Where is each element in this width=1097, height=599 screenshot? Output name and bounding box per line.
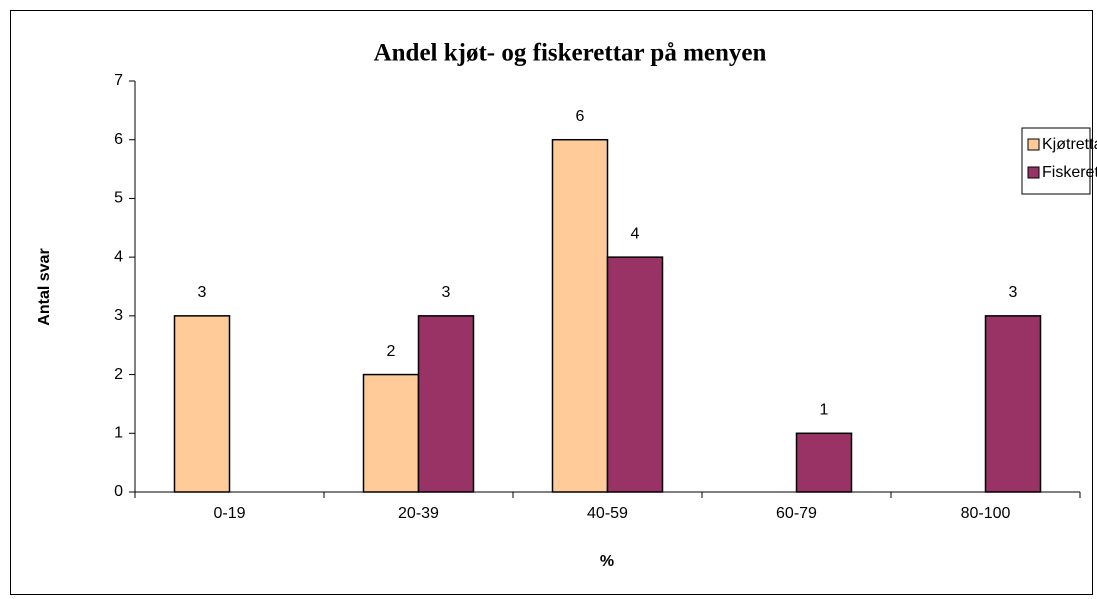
y-tick-label: 1 (114, 425, 123, 442)
data-label: 3 (1009, 284, 1018, 301)
bar (984, 315, 1042, 493)
legend-label: Fiskerettar (1042, 164, 1097, 181)
y-tick-label: 6 (114, 131, 123, 148)
bar (551, 138, 609, 493)
x-tick-label: 40-59 (587, 505, 628, 522)
x-tick-label: 20-39 (398, 505, 439, 522)
x-tick-label: 0-19 (213, 505, 245, 522)
legend-label: Kjøtrettar (1042, 136, 1097, 153)
data-label: 2 (387, 343, 396, 360)
y-tick-label: 4 (114, 248, 123, 265)
chart-border (10, 10, 1093, 595)
y-axis-title: Antal svar (36, 248, 53, 325)
legend-swatch (1027, 138, 1040, 151)
bar (417, 315, 475, 493)
bar (606, 256, 664, 493)
data-label: 4 (631, 225, 640, 242)
y-tick-label: 2 (114, 366, 123, 383)
bar (795, 432, 853, 493)
data-label: 3 (442, 284, 451, 301)
y-tick-label: 3 (114, 307, 123, 324)
data-label: 1 (820, 402, 829, 419)
x-tick-label: 80-100 (961, 505, 1011, 522)
legend-swatch (1027, 166, 1040, 179)
bar (173, 315, 231, 493)
y-tick-label: 0 (114, 483, 123, 500)
y-tick-label: 5 (114, 190, 123, 207)
y-tick-label: 7 (114, 72, 123, 89)
bar (362, 373, 420, 493)
chart-title: Andel kjøt- og fiskerettar på menyen (374, 40, 767, 67)
x-axis-title: % (600, 553, 614, 570)
data-label: 6 (576, 108, 585, 125)
x-tick-label: 60-79 (776, 505, 817, 522)
data-label: 3 (198, 284, 207, 301)
